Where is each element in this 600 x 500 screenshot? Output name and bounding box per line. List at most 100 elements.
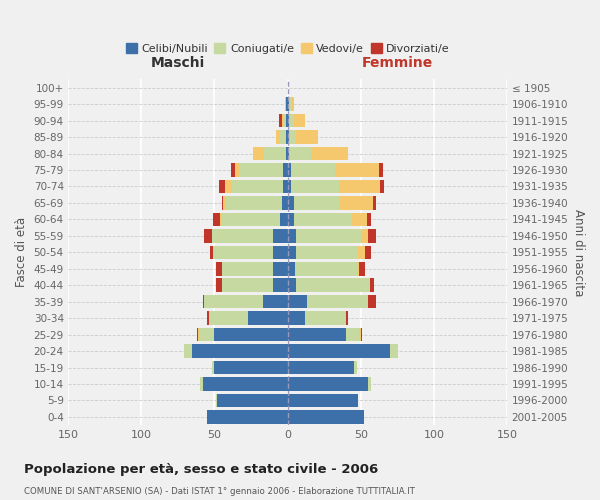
Bar: [248, 312, 287, 325]
Bar: [193, 344, 287, 358]
Bar: [290, 164, 335, 177]
Bar: [282, 196, 287, 209]
Bar: [212, 361, 214, 374]
Bar: [199, 328, 200, 342]
Bar: [222, 196, 223, 209]
Text: COMUNE DI SANT'ARSENIO (SA) - Dati ISTAT 1° gennaio 2006 - Elaborazione TUTTITAL: COMUNE DI SANT'ARSENIO (SA) - Dati ISTAT…: [24, 487, 415, 496]
Bar: [307, 295, 368, 308]
Bar: [235, 164, 239, 177]
Legend: Celibi/Nubili, Coniugati/e, Vedovi/e, Divorziati/e: Celibi/Nubili, Coniugati/e, Vedovi/e, Di…: [122, 40, 453, 58]
Bar: [359, 262, 365, 276]
Bar: [204, 295, 263, 308]
Bar: [311, 147, 348, 160]
Bar: [296, 246, 358, 259]
Bar: [367, 212, 371, 226]
Bar: [209, 312, 248, 325]
Bar: [287, 130, 289, 144]
Bar: [305, 312, 346, 325]
Bar: [335, 164, 379, 177]
Text: Popolazione per età, sesso e stato civile - 2006: Popolazione per età, sesso e stato civil…: [24, 462, 378, 475]
Bar: [390, 344, 398, 358]
Bar: [280, 212, 287, 226]
Bar: [287, 114, 289, 128]
Bar: [216, 394, 217, 407]
Bar: [203, 295, 204, 308]
Bar: [282, 114, 283, 128]
Bar: [290, 180, 339, 193]
Bar: [273, 229, 287, 242]
Bar: [287, 180, 290, 193]
Bar: [263, 295, 287, 308]
Bar: [217, 394, 287, 407]
Bar: [346, 312, 348, 325]
Bar: [287, 295, 307, 308]
Bar: [352, 212, 367, 226]
Bar: [361, 328, 362, 342]
Bar: [293, 212, 352, 226]
Bar: [184, 344, 193, 358]
Bar: [283, 164, 287, 177]
Bar: [293, 114, 305, 128]
Bar: [287, 377, 368, 390]
Bar: [214, 246, 273, 259]
Bar: [273, 262, 287, 276]
Bar: [368, 229, 376, 242]
Bar: [222, 278, 273, 292]
Bar: [368, 377, 371, 390]
Bar: [379, 164, 383, 177]
Bar: [373, 196, 376, 209]
Bar: [358, 246, 365, 259]
Bar: [346, 328, 359, 342]
Bar: [365, 246, 371, 259]
Bar: [287, 410, 364, 424]
Bar: [253, 147, 264, 160]
Bar: [203, 377, 287, 390]
Bar: [361, 229, 368, 242]
Bar: [286, 98, 287, 111]
Y-axis label: Anni di nascita: Anni di nascita: [572, 208, 585, 296]
Bar: [289, 130, 296, 144]
Bar: [279, 114, 282, 128]
Bar: [370, 278, 374, 292]
Bar: [216, 278, 222, 292]
Bar: [213, 212, 220, 226]
Bar: [230, 164, 235, 177]
Bar: [212, 229, 273, 242]
Bar: [200, 377, 203, 390]
Bar: [289, 98, 290, 111]
Bar: [289, 147, 311, 160]
Bar: [219, 180, 225, 193]
Bar: [232, 180, 283, 193]
Bar: [287, 246, 296, 259]
Bar: [368, 295, 376, 308]
Bar: [287, 394, 358, 407]
Text: Femmine: Femmine: [362, 56, 433, 70]
Bar: [280, 130, 286, 144]
Bar: [264, 147, 286, 160]
Bar: [287, 98, 289, 111]
Bar: [340, 196, 373, 209]
Bar: [286, 130, 287, 144]
Bar: [285, 98, 286, 111]
Bar: [225, 180, 232, 193]
Bar: [210, 246, 213, 259]
Bar: [287, 344, 390, 358]
Bar: [339, 180, 380, 193]
Bar: [197, 328, 199, 342]
Bar: [273, 246, 287, 259]
Bar: [287, 361, 353, 374]
Bar: [214, 361, 287, 374]
Bar: [296, 278, 370, 292]
Bar: [222, 212, 280, 226]
Bar: [290, 98, 293, 111]
Bar: [295, 262, 356, 276]
Bar: [204, 229, 212, 242]
Bar: [207, 410, 287, 424]
Bar: [200, 328, 214, 342]
Bar: [273, 278, 287, 292]
Bar: [283, 180, 287, 193]
Bar: [220, 212, 222, 226]
Bar: [296, 229, 361, 242]
Bar: [276, 130, 280, 144]
Bar: [207, 312, 209, 325]
